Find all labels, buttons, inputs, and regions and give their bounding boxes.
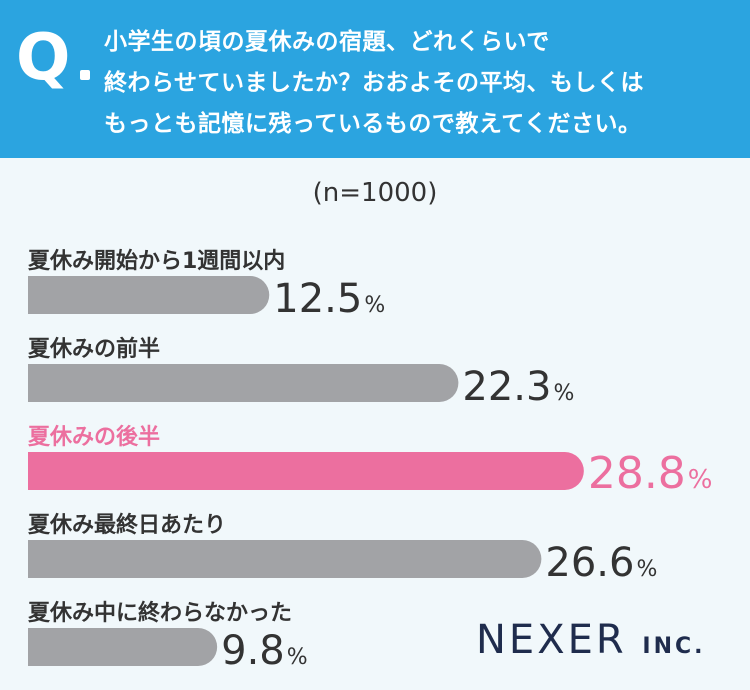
sample-size-label: (n=1000) — [312, 178, 438, 208]
bar-left-edge — [28, 452, 47, 490]
bar-left-edge — [28, 276, 47, 314]
question-mark-dot — [80, 70, 90, 80]
bar — [28, 628, 218, 666]
bar — [28, 276, 270, 314]
bar — [28, 452, 584, 490]
value-label: 12.5% — [273, 276, 385, 322]
question-header: Q 小学生の頃の夏休みの宿題、どれくらいで 終わらせていましたか？おおよその平均… — [0, 0, 750, 158]
question-line: もっとも記憶に残っているもので教えてください。 — [104, 111, 642, 137]
value-label: 22.3% — [462, 364, 574, 410]
question-line: 小学生の頃の夏休みの宿題、どれくらいで — [104, 29, 550, 55]
logo-name: NEXER — [476, 617, 627, 663]
bar — [28, 364, 459, 402]
question-mark: Q — [16, 21, 71, 95]
category-label: 夏休みの後半 — [28, 424, 160, 450]
bar-left-edge — [28, 628, 47, 666]
value-label: 9.8% — [221, 628, 308, 674]
value-label: 26.6% — [545, 540, 657, 586]
category-label: 夏休み中に終わらなかった — [28, 600, 292, 626]
question-text: 小学生の頃の夏休みの宿題、どれくらいで 終わらせていましたか？おおよその平均、も… — [104, 22, 744, 145]
bar — [28, 540, 542, 578]
bar-left-edge — [28, 540, 47, 578]
value-label: 28.8% — [588, 448, 713, 499]
bar-left-edge — [28, 364, 47, 402]
logo-suffix: INC. — [642, 634, 706, 659]
nexer-logo: NEXER INC. — [476, 620, 706, 660]
question-line: 終わらせていましたか？おおよその平均、もしくは — [104, 70, 645, 96]
category-label: 夏休み開始から1週間以内 — [28, 248, 285, 274]
category-label: 夏休み最終日あたり — [28, 512, 226, 538]
category-label: 夏休みの前半 — [28, 336, 160, 362]
